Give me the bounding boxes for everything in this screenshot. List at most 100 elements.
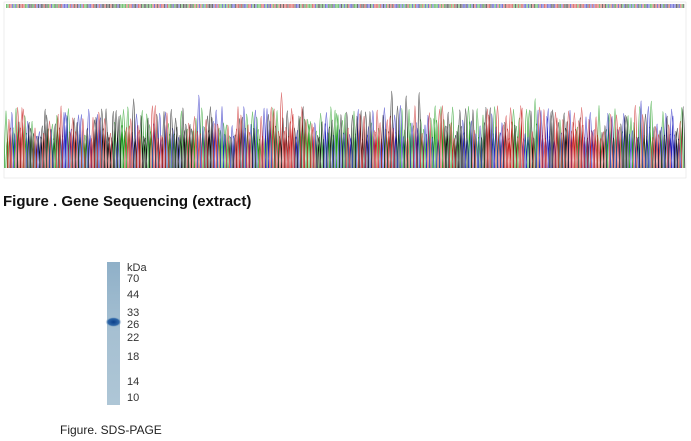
base-call xyxy=(522,4,524,8)
base-call xyxy=(132,4,134,8)
base-call xyxy=(413,4,415,8)
base-call xyxy=(468,4,470,8)
base-call xyxy=(484,4,486,8)
base-call xyxy=(494,4,496,8)
base-call xyxy=(441,4,443,8)
base-call xyxy=(91,4,93,8)
base-call xyxy=(317,4,319,8)
base-call xyxy=(381,4,383,8)
base-call xyxy=(383,4,385,8)
base-call xyxy=(543,4,546,8)
marker-label: 18 xyxy=(127,351,140,363)
base-call xyxy=(474,4,476,8)
base-call xyxy=(78,4,80,8)
base-call xyxy=(680,4,682,8)
base-call xyxy=(346,4,348,8)
base-call xyxy=(242,4,244,8)
base-call xyxy=(21,4,24,8)
base-call xyxy=(639,4,641,8)
base-call xyxy=(559,4,561,8)
base-call xyxy=(471,4,473,8)
base-call xyxy=(673,4,675,8)
base-call xyxy=(552,4,554,8)
base-call xyxy=(116,4,118,8)
base-call xyxy=(156,4,158,8)
base-call xyxy=(455,4,457,8)
base-call xyxy=(335,4,337,8)
base-call xyxy=(349,4,351,8)
base-call xyxy=(500,4,502,8)
base-call xyxy=(168,4,170,8)
base-call xyxy=(622,4,624,8)
base-call xyxy=(368,4,370,8)
base-call xyxy=(384,4,386,8)
base-call xyxy=(396,4,398,8)
base-call xyxy=(438,4,440,8)
base-call xyxy=(240,4,242,8)
base-call xyxy=(581,4,583,8)
base-call xyxy=(371,4,373,8)
base-call xyxy=(271,4,273,8)
base-call xyxy=(514,4,517,8)
base-call xyxy=(503,4,505,8)
base-call xyxy=(432,4,434,8)
base-call xyxy=(314,4,316,8)
base-call xyxy=(385,4,387,8)
base-call xyxy=(452,4,454,8)
base-call xyxy=(177,4,179,8)
base-call xyxy=(407,4,409,8)
base-call xyxy=(164,4,166,8)
unit-label: kDa xyxy=(127,262,147,274)
base-call xyxy=(510,4,512,8)
base-call xyxy=(310,4,312,8)
base-call xyxy=(322,4,324,8)
base-call xyxy=(33,4,35,8)
base-call xyxy=(169,4,171,8)
base-call xyxy=(238,4,240,8)
base-call xyxy=(17,4,19,8)
base-call xyxy=(342,4,344,8)
base-call xyxy=(596,4,598,8)
base-call xyxy=(675,4,677,8)
base-call xyxy=(501,4,503,8)
base-call xyxy=(52,4,54,8)
base-call xyxy=(311,4,314,8)
base-call xyxy=(272,4,274,8)
base-call xyxy=(30,4,32,8)
base-call xyxy=(367,4,369,8)
base-call xyxy=(165,4,167,8)
base-call xyxy=(16,4,18,8)
base-call xyxy=(188,4,190,8)
base-call xyxy=(364,4,366,8)
base-call xyxy=(330,4,332,8)
base-call xyxy=(493,4,495,8)
base-call xyxy=(545,4,547,8)
base-call xyxy=(6,4,8,8)
base-call xyxy=(628,4,630,8)
base-call xyxy=(191,4,193,8)
base-call xyxy=(49,4,51,8)
base-call xyxy=(567,4,569,8)
base-call xyxy=(416,4,418,8)
base-call xyxy=(332,4,334,8)
base-call xyxy=(69,4,71,8)
base-call xyxy=(513,4,515,8)
base-call xyxy=(184,4,186,8)
base-call xyxy=(554,4,556,8)
base-call xyxy=(649,4,651,8)
base-call xyxy=(481,4,483,8)
base-call xyxy=(454,4,456,8)
base-call xyxy=(375,4,377,8)
base-call xyxy=(641,4,643,8)
base-call xyxy=(443,4,445,8)
base-call xyxy=(136,4,138,8)
base-call xyxy=(39,4,41,8)
base-call xyxy=(356,4,358,8)
base-call xyxy=(551,4,553,8)
base-call xyxy=(352,4,354,8)
base-call xyxy=(298,4,300,8)
base-call xyxy=(82,4,84,8)
base-call xyxy=(148,4,150,8)
base-call xyxy=(575,4,577,8)
